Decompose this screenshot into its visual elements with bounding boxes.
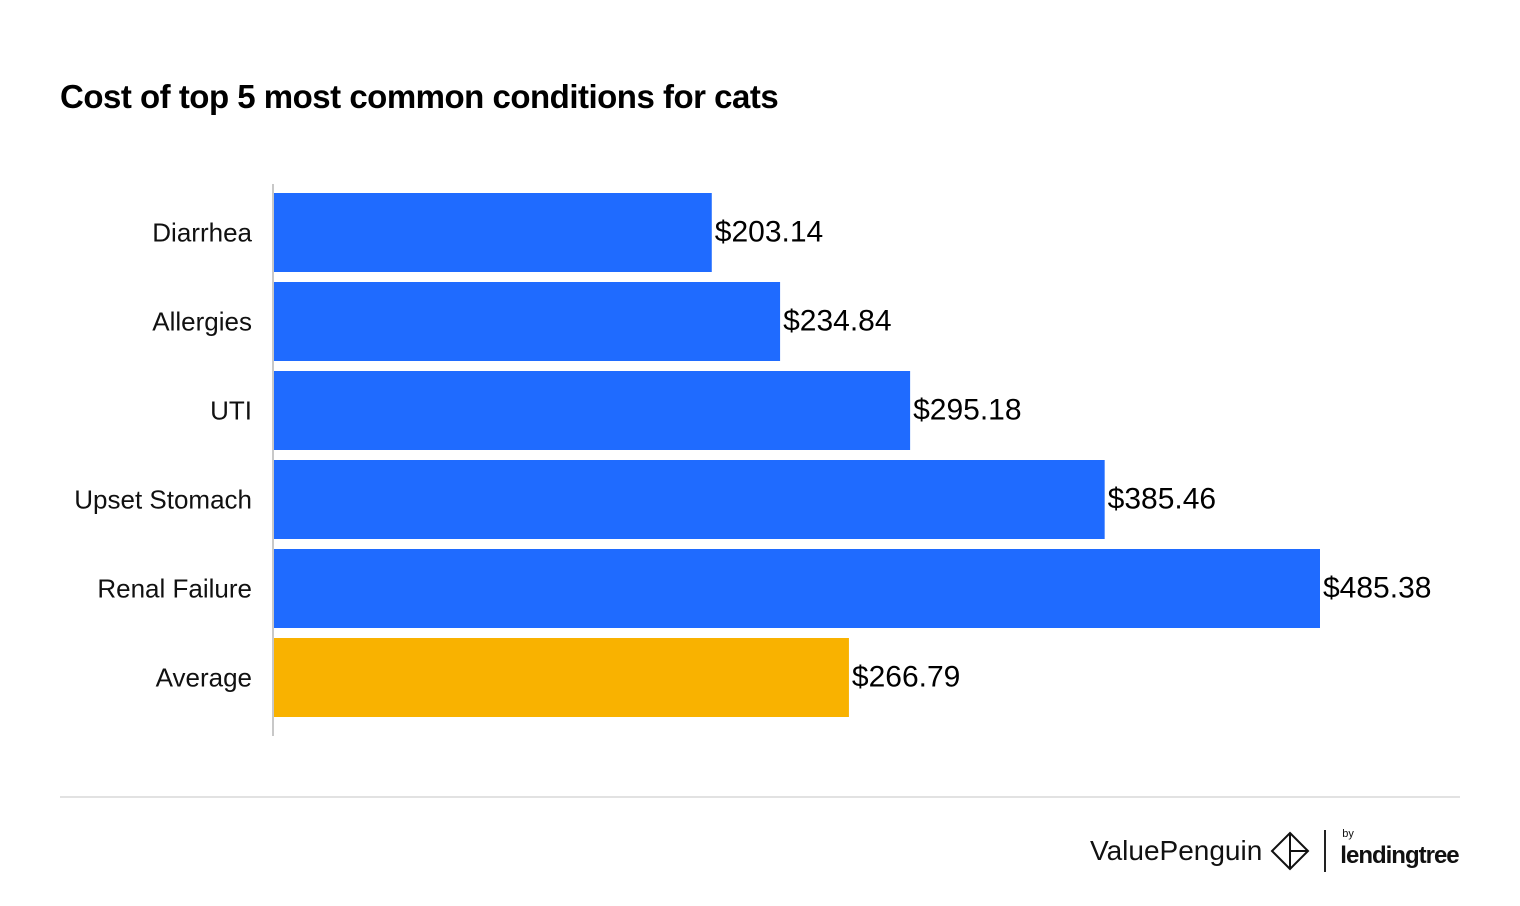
valuepenguin-logo-text: ValuePenguin <box>1090 835 1263 866</box>
lendingtree-logo-text: by lendingtree <box>1340 828 1459 870</box>
valuepenguin-diamond-icon <box>1270 831 1310 871</box>
bar-diarrhea <box>274 193 712 272</box>
data-label: $385.46 <box>1108 483 1216 516</box>
bar-allergies <box>274 282 781 361</box>
data-label: $203.14 <box>715 216 823 249</box>
category-label: Renal Failure <box>97 574 252 604</box>
lendingtree-text: lendingtree <box>1340 842 1459 869</box>
bar-uti <box>274 371 911 450</box>
bar-chart: Diarrhea $203.14 Allergies $234.84 UTI $295.1… <box>74 184 1431 736</box>
logo-separator <box>1324 830 1327 872</box>
footer-divider <box>60 796 1460 798</box>
bar-average <box>274 638 849 717</box>
data-label: $485.38 <box>1323 572 1431 605</box>
logo: ValuePenguin by lendingtree <box>1090 826 1460 876</box>
category-label: Diarrhea <box>152 218 252 248</box>
bar-renal-failure <box>274 549 1320 628</box>
category-label: UTI <box>210 396 252 426</box>
bar-upset-stomach <box>274 460 1105 539</box>
category-label: Upset Stomach <box>74 485 252 515</box>
chart-title: Cost of top 5 most common conditions for… <box>60 78 779 115</box>
data-label: $266.79 <box>852 661 960 694</box>
data-label: $234.84 <box>783 305 891 338</box>
category-label: Allergies <box>152 307 252 337</box>
data-label: $295.18 <box>913 394 1021 427</box>
category-label: Average <box>156 663 252 693</box>
by-text: by <box>1342 828 1354 840</box>
